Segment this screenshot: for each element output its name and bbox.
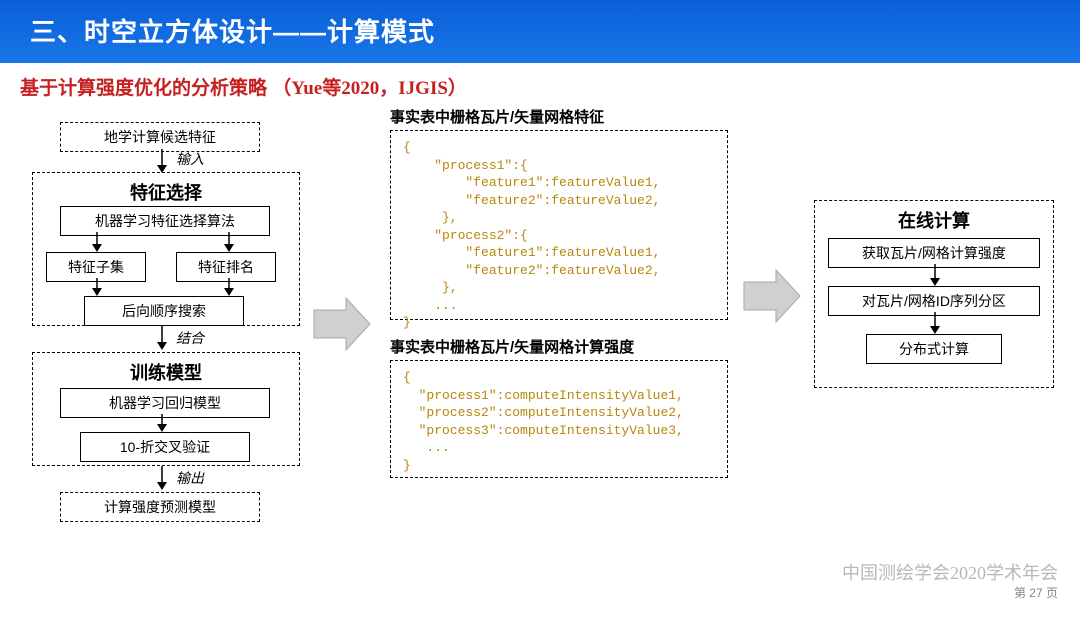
arrow-down-icon xyxy=(155,414,169,432)
big-arrow-right-icon xyxy=(740,264,804,328)
combine-label: 结合 xyxy=(176,328,204,348)
distributed-compute-box: 分布式计算 xyxy=(866,334,1002,364)
arrow-down-icon xyxy=(90,278,104,296)
big-arrow-right-icon xyxy=(310,292,374,356)
subtitle-zh: 基于计算强度优化的分析策略 xyxy=(20,78,267,99)
slide-header: 三、时空立方体设计——计算模式 xyxy=(0,0,1080,61)
online-compute-title: 在线计算 xyxy=(815,201,1053,237)
header-title: 三、时空立方体设计——计算模式 xyxy=(30,17,435,47)
intensity-predict-box: 计算强度预测模型 xyxy=(60,492,260,522)
features-title: 事实表中栅格瓦片/矢量网格特征 xyxy=(390,106,604,127)
footer-page-number: 第 27 页 xyxy=(1014,584,1058,601)
arrow-down-icon xyxy=(155,466,169,490)
backward-search-box: 后向顺序搜索 xyxy=(84,296,244,326)
intensity-title: 事实表中栅格瓦片/矢量网格计算强度 xyxy=(390,336,634,357)
footer-organization: 中国测绘学会2020学术年会 xyxy=(842,559,1058,585)
candidate-features-box: 地学计算候选特征 xyxy=(60,122,260,152)
diagram-content: 地学计算候选特征 输入 特征选择 机器学习特征选择算法 特征子集 特征排名 后向… xyxy=(0,104,1080,624)
arrow-down-icon xyxy=(155,149,169,173)
arrow-down-icon xyxy=(928,312,942,334)
input-label: 输入 xyxy=(176,149,204,169)
intensity-code-box: { "process1":computeIntensityValue1, "pr… xyxy=(390,360,728,478)
features-code-box: { "process1":{ "feature1":featureValue1,… xyxy=(390,130,728,320)
subtitle-en: （Yue等2020，IJGIS） xyxy=(272,78,467,99)
cross-validation-box: 10-折交叉验证 xyxy=(80,432,250,462)
subtitle: 基于计算强度优化的分析策略 （Yue等2020，IJGIS） xyxy=(0,63,1080,104)
arrow-down-icon xyxy=(90,232,104,252)
arrow-down-icon xyxy=(222,232,236,252)
feature-selection-title: 特征选择 xyxy=(33,173,299,209)
arrow-down-icon xyxy=(928,264,942,286)
arrow-down-icon xyxy=(222,278,236,296)
train-model-title: 训练模型 xyxy=(33,353,299,389)
arrow-down-icon xyxy=(155,326,169,350)
output-label: 输出 xyxy=(176,468,204,488)
